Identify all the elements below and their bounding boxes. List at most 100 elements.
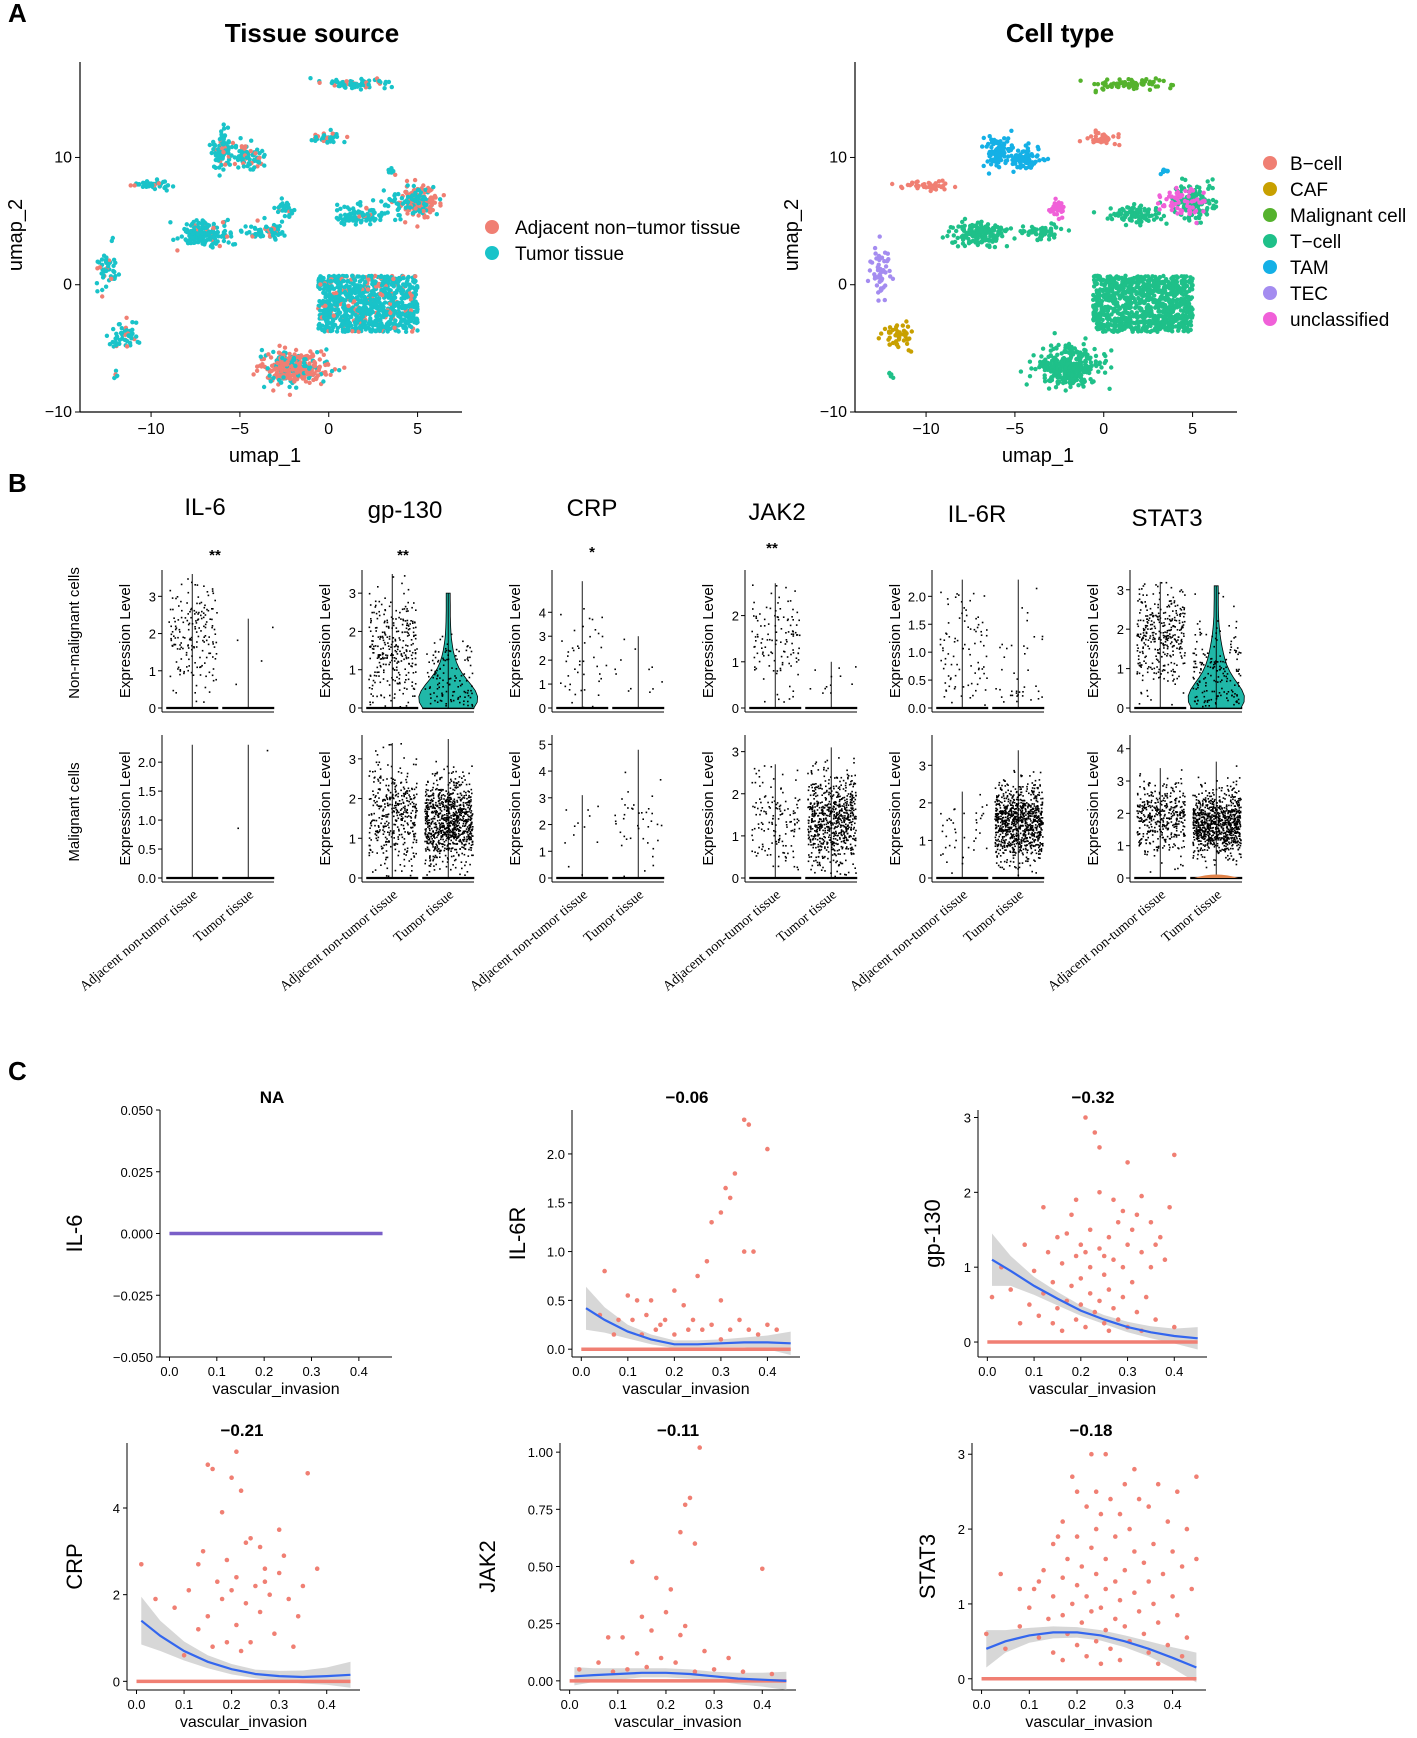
violin-point xyxy=(199,656,201,659)
violin-point xyxy=(190,636,193,639)
umap-point xyxy=(355,308,360,313)
umap-point xyxy=(998,226,1004,232)
violin-point xyxy=(436,695,438,698)
violin-point xyxy=(397,671,400,674)
umap-point xyxy=(269,227,274,232)
violin-point xyxy=(383,671,385,674)
umap-point xyxy=(896,344,901,350)
umap-point xyxy=(993,159,998,164)
violin-point xyxy=(200,617,203,620)
umap-point xyxy=(904,341,910,346)
umap-point xyxy=(383,81,388,87)
umap-point xyxy=(416,213,421,218)
umap-point xyxy=(262,152,267,158)
umap-point xyxy=(192,240,198,245)
violin-point xyxy=(260,660,263,662)
violin-point xyxy=(212,641,214,643)
umap-point xyxy=(1111,134,1116,139)
umap-point xyxy=(1128,217,1133,223)
umap-point xyxy=(163,184,168,189)
violin-point xyxy=(214,633,217,635)
violin-point xyxy=(184,617,187,619)
umap-point xyxy=(334,208,340,213)
umap-point xyxy=(955,235,960,241)
umap-point xyxy=(207,237,213,242)
umap-point xyxy=(1009,128,1014,133)
umap-point xyxy=(396,212,401,218)
violin-point xyxy=(375,604,377,607)
umap-point xyxy=(1190,287,1195,292)
violin-point xyxy=(386,654,389,657)
umap-point xyxy=(358,220,364,225)
violin-point xyxy=(412,631,415,634)
violin-point xyxy=(400,660,403,662)
violin-point xyxy=(195,684,198,687)
violin-point xyxy=(411,662,414,665)
violin-point xyxy=(214,658,217,660)
violin-point xyxy=(203,636,205,638)
violin-point xyxy=(196,641,198,643)
umap-point xyxy=(213,241,219,246)
y-tick-label: 10 xyxy=(54,149,72,166)
umap-point xyxy=(134,334,139,339)
violin-point xyxy=(406,635,409,637)
violin-point xyxy=(384,657,386,659)
umap-point xyxy=(900,185,905,191)
violin-point xyxy=(406,645,409,647)
umap-point xyxy=(392,192,398,197)
umap-point xyxy=(1091,311,1096,317)
umap-point xyxy=(361,311,366,316)
y-tick-label: 3 xyxy=(349,586,356,601)
violin-point xyxy=(390,646,392,648)
umap-point xyxy=(992,244,998,250)
umap-point xyxy=(879,276,885,281)
umap-point xyxy=(403,326,409,331)
umap-point xyxy=(1148,308,1154,313)
violin-point xyxy=(463,673,466,675)
umap-point xyxy=(385,329,390,334)
violin-point xyxy=(409,623,411,625)
umap-point xyxy=(337,368,342,373)
violin-point xyxy=(371,611,373,614)
violin-point xyxy=(396,676,398,678)
umap-point xyxy=(247,162,252,167)
violin-point xyxy=(388,684,391,686)
violin-point xyxy=(407,657,410,659)
y-axis-label: Expression Level xyxy=(317,584,334,698)
violin-point xyxy=(386,621,389,624)
umap-point xyxy=(973,240,978,245)
violin-point xyxy=(406,622,409,625)
umap-point xyxy=(312,363,318,369)
umap-point xyxy=(1070,372,1075,378)
umap-point xyxy=(221,230,227,235)
umap-point xyxy=(376,311,381,316)
umap-point xyxy=(355,320,360,325)
violin-point xyxy=(383,621,386,624)
umap-point xyxy=(313,134,319,140)
violin-point xyxy=(376,617,379,620)
umap-point xyxy=(1205,205,1210,211)
umap-point xyxy=(114,335,119,340)
umap-point xyxy=(1115,300,1120,305)
umap-point xyxy=(433,195,438,200)
umap-point xyxy=(360,274,366,279)
violin-point xyxy=(179,648,181,650)
violin-point xyxy=(394,640,397,642)
umap-point xyxy=(893,327,898,332)
umap-point xyxy=(1155,303,1160,308)
violin-point xyxy=(202,616,205,619)
violin-point xyxy=(179,669,182,671)
violin-point xyxy=(197,618,200,620)
umap-point xyxy=(328,279,333,284)
umap-point xyxy=(1165,169,1170,174)
umap-point xyxy=(1118,287,1123,292)
umap-point xyxy=(125,339,130,344)
umap-point xyxy=(394,201,399,206)
umap-point xyxy=(1027,374,1033,379)
violin-point xyxy=(401,646,404,649)
umap-point xyxy=(341,222,347,227)
umap-point xyxy=(1071,366,1076,371)
violin-point xyxy=(376,657,379,659)
umap-point xyxy=(1106,327,1112,332)
